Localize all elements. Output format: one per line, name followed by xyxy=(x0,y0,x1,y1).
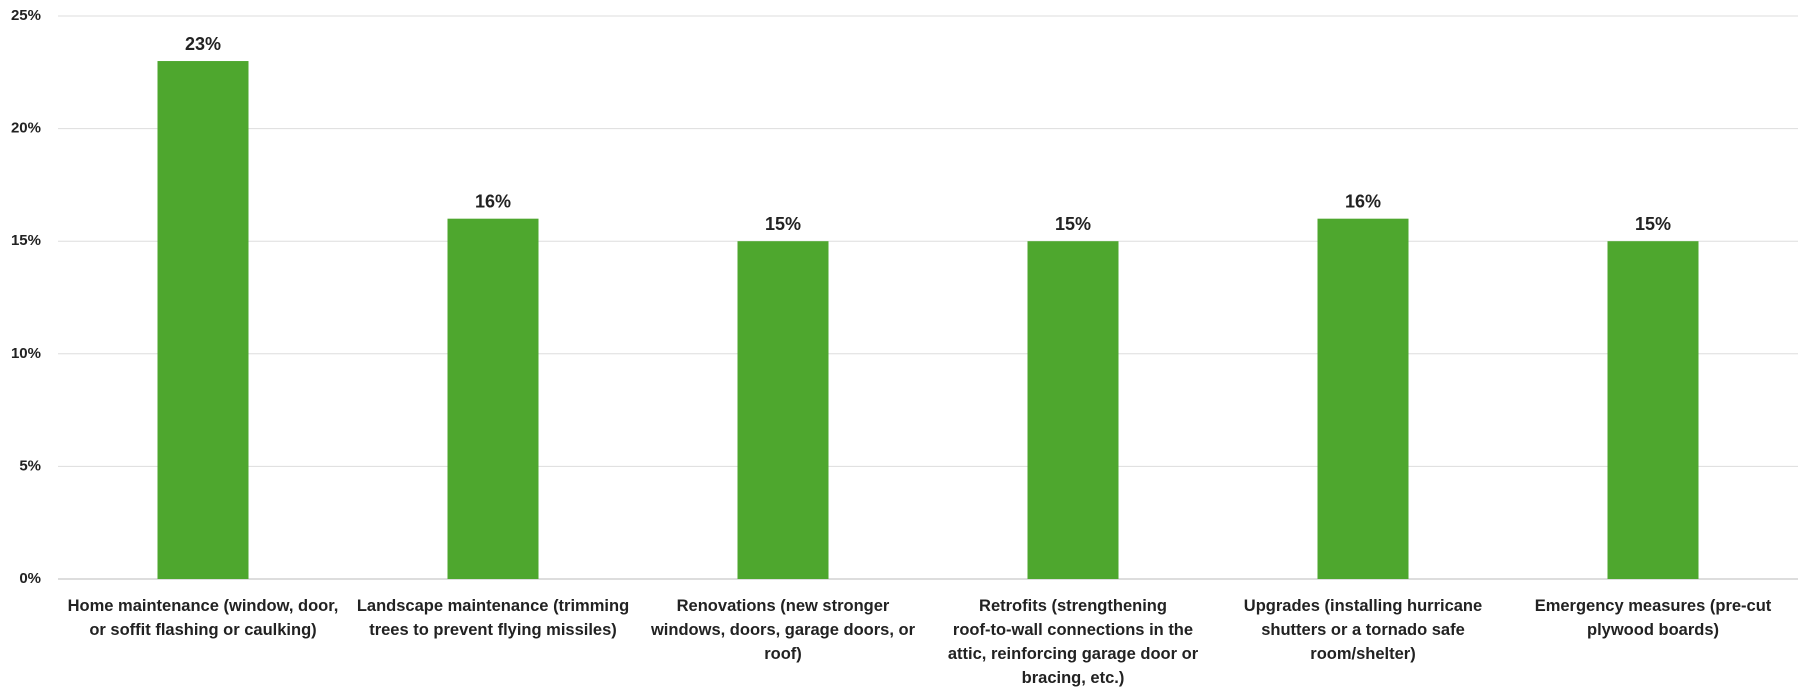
y-tick-label: 0% xyxy=(19,570,41,587)
x-tick-label: Upgrades (installing hurricane shutters o… xyxy=(1244,597,1482,663)
bar xyxy=(447,218,539,579)
y-tick-label: 10% xyxy=(11,345,41,362)
value-label: 16% xyxy=(1345,191,1381,211)
y-tick-label: 20% xyxy=(11,120,41,137)
x-tick-label: Emergency measures (pre-cut plywood board… xyxy=(1535,597,1772,639)
bar xyxy=(1317,218,1409,579)
y-tick-label: 25% xyxy=(11,7,41,24)
bar xyxy=(737,241,829,579)
bar xyxy=(157,61,249,580)
value-label: 16% xyxy=(475,191,511,211)
x-tick-label: Landscape maintenance (trimming trees to … xyxy=(357,597,629,639)
value-label: 15% xyxy=(1635,214,1671,234)
bar xyxy=(1027,241,1119,579)
value-label: 15% xyxy=(1055,214,1091,234)
value-label: 15% xyxy=(765,214,801,234)
x-tick-label: Home maintenance (window, door, or soffit… xyxy=(68,597,339,639)
y-tick-label: 5% xyxy=(19,457,41,474)
y-tick-label: 15% xyxy=(11,232,41,249)
value-label: 23% xyxy=(185,34,221,54)
x-tick-label: Renovations (new stronger windows, doors,… xyxy=(650,597,916,663)
x-tick-label: Retrofits (strengthening roof-to-wall con… xyxy=(948,597,1199,687)
bar xyxy=(1607,241,1699,579)
